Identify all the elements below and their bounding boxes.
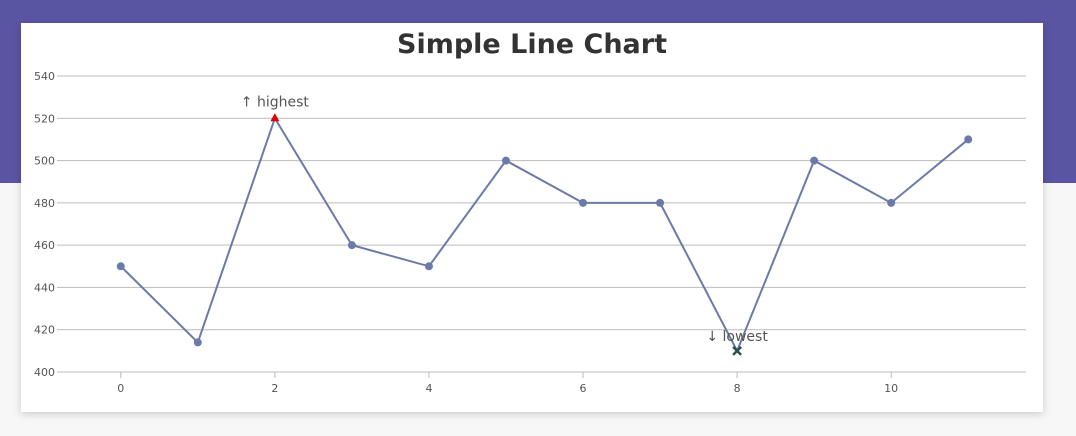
x-tick-label: 4 <box>425 382 432 395</box>
x-tick-label: 8 <box>734 382 741 395</box>
x-tick-label: 10 <box>884 382 898 395</box>
data-point <box>656 198 665 207</box>
y-tick-label: 520 <box>34 112 55 125</box>
x-tick-label: 2 <box>271 382 278 395</box>
y-tick-label: 400 <box>34 366 55 379</box>
lowest-label: ↓ lowest <box>706 329 768 345</box>
chart-title: Simple Line Chart <box>397 29 667 60</box>
y-tick-label: 420 <box>34 324 55 337</box>
data-point <box>501 156 510 165</box>
lowest-marker <box>732 345 742 356</box>
data-point <box>116 262 125 271</box>
lowest-marker-stroke <box>732 345 742 356</box>
series-line <box>120 115 969 354</box>
y-tick-label: 460 <box>34 239 55 252</box>
x-tick-label: 0 <box>117 382 124 395</box>
highest-label: ↑ highest <box>241 94 310 110</box>
data-point <box>424 262 433 271</box>
y-tick-label: 540 <box>34 70 55 83</box>
data-point <box>810 156 819 165</box>
chart-card: Simple Line Chart <box>21 23 1043 412</box>
x-tick-label: 6 <box>580 382 587 395</box>
y-tick-label: 440 <box>34 281 55 294</box>
highest-marker <box>270 113 280 122</box>
data-point <box>887 198 896 207</box>
data-point <box>193 338 202 347</box>
data-point <box>347 241 356 250</box>
y-tick-label: 480 <box>34 197 55 210</box>
data-point <box>579 198 588 207</box>
y-tick-label: 500 <box>34 155 55 168</box>
data-point <box>964 135 973 144</box>
